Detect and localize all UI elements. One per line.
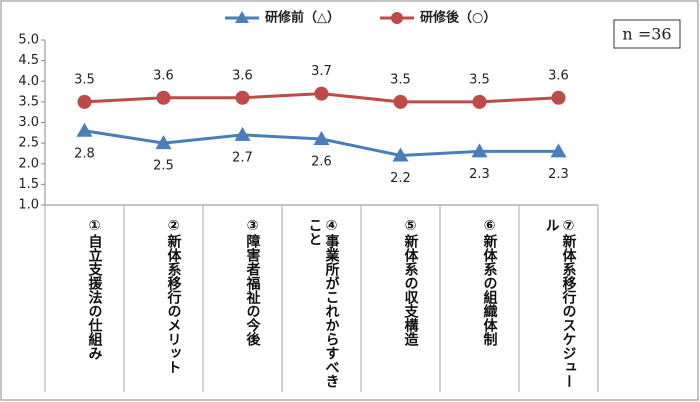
data-label: 3.5: [469, 72, 490, 87]
marker: [76, 122, 93, 137]
data-label: 3.5: [74, 72, 95, 87]
data-label: 2.5: [153, 159, 174, 174]
data-label: 2.8: [74, 146, 95, 161]
marker: [234, 126, 251, 141]
x-tick-label: ④事業所がこれからすべきこと: [306, 218, 340, 388]
marker: [472, 94, 487, 109]
data-label: 2.2: [390, 171, 411, 186]
y-tick-label: 3.5: [18, 94, 39, 109]
marker: [314, 86, 329, 101]
data-label: 3.6: [548, 68, 569, 83]
y-tick-label: 4.5: [18, 53, 39, 68]
legend-label: 研修後（○）: [420, 10, 496, 26]
marker: [393, 94, 408, 109]
marker: [156, 90, 171, 105]
y-tick-label: 2.0: [18, 156, 39, 171]
legend-label: 研修前（△）: [265, 10, 340, 26]
y-tick-label: 3.0: [18, 115, 39, 130]
marker: [550, 143, 567, 158]
x-tick-label: ⑦新体系移行のスケジュール: [543, 218, 577, 388]
y-tick-label: 4.0: [18, 74, 39, 89]
data-label: 2.3: [469, 167, 490, 182]
annotation-box: [613, 19, 681, 49]
data-label: 3.5: [390, 72, 411, 87]
data-label: 2.6: [311, 155, 332, 170]
data-label: 3.7: [311, 64, 332, 79]
x-tick-label: ②新体系移行のメリット: [165, 218, 182, 374]
marker: [77, 94, 92, 109]
data-label: 3.6: [232, 68, 253, 83]
x-tick-label: ⑥新体系の組織体制: [481, 218, 498, 346]
data-label: 3.6: [153, 68, 174, 83]
marker: [235, 90, 250, 105]
annotation: n =36: [622, 25, 671, 44]
data-label: 2.3: [548, 167, 569, 182]
marker: [551, 90, 566, 105]
x-tick-label: ③障害者福祉の今後: [244, 218, 261, 346]
data-label: 2.7: [232, 150, 253, 165]
marker: [313, 131, 330, 145]
marker: [471, 143, 488, 158]
marker: [392, 147, 409, 162]
y-tick-label: 2.5: [18, 136, 39, 151]
y-tick-label: 5.0: [18, 33, 39, 48]
legend-marker: [235, 11, 249, 23]
x-tick-label: ①自立支援法の仕組み: [86, 218, 103, 360]
x-tick-label: ⑤新体系の収支構造: [402, 218, 419, 346]
y-tick-label: 1.5: [18, 177, 39, 192]
legend-marker: [391, 12, 403, 24]
y-tick-label: 1.0: [18, 198, 39, 213]
marker: [155, 135, 172, 150]
